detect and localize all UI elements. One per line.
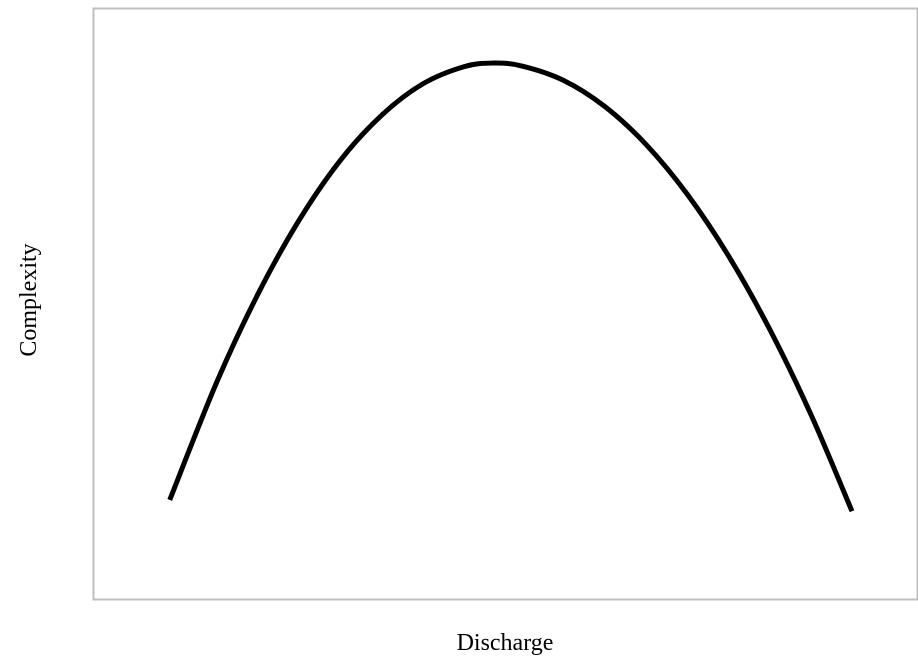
plot-area bbox=[92, 7, 918, 601]
y-axis-label: Complexity bbox=[16, 243, 42, 356]
x-axis-label: Discharge bbox=[457, 630, 554, 656]
line bbox=[167, 60, 855, 513]
